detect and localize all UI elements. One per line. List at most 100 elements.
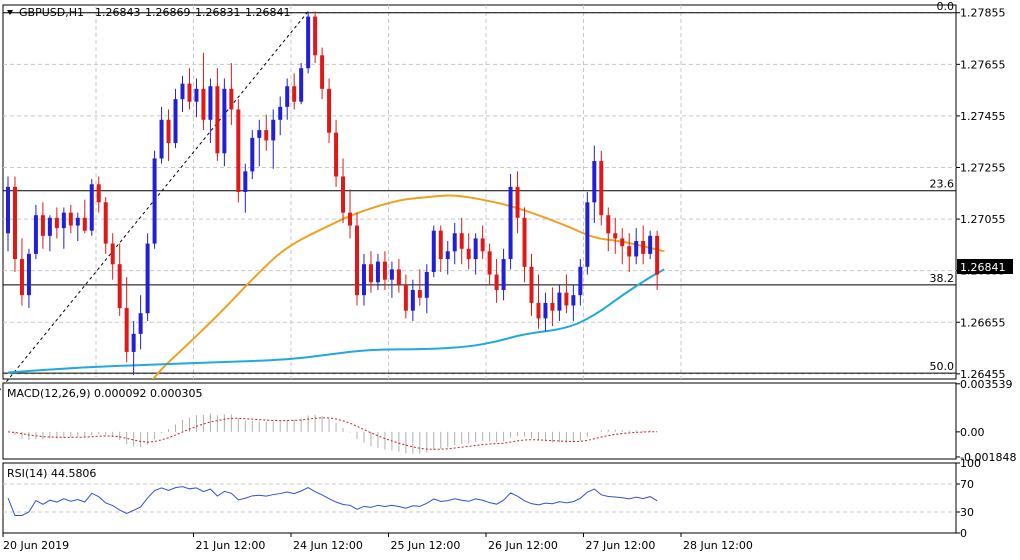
candle-body	[494, 274, 499, 291]
candle-body	[459, 233, 464, 249]
rsi-tick-label: 70	[960, 478, 974, 491]
candle-body	[431, 230, 436, 272]
candle-body	[634, 241, 639, 257]
candle-body	[550, 302, 555, 311]
time-tick-label: 21 Jun 12:00	[196, 539, 266, 552]
candle-body	[145, 243, 150, 314]
macd-tick-label: 0.00	[960, 426, 985, 439]
price-tick-label: 1.26455	[960, 368, 1006, 381]
candle-body	[299, 68, 304, 102]
price-tick-label: 1.27655	[960, 58, 1006, 71]
time-tick-label: 25 Jun 12:00	[391, 539, 461, 552]
candle-body	[348, 212, 353, 226]
moving-averages	[7, 194, 665, 379]
candle-body	[19, 259, 24, 296]
candle-body	[355, 225, 359, 296]
candle-body	[648, 235, 653, 254]
fib-level-label: 50.0	[930, 360, 955, 373]
candle-body	[501, 259, 506, 291]
main-price-pane[interactable]: 0.0 23.6 38.2 50.0 GBPUSD,H1 1.26843 1.2686…	[0, 0, 957, 465]
candle-body	[285, 86, 290, 107]
candle-body	[529, 266, 534, 303]
candle-body	[641, 241, 646, 254]
rsi-label: RSI(14) 44.5806	[7, 467, 96, 480]
candle-body	[33, 215, 38, 254]
macd-pane-frame	[2, 382, 957, 460]
symbol-label: GBPUSD,H1	[19, 6, 84, 19]
candle-body	[208, 86, 213, 120]
chart-header: GBPUSD,H1 1.26843 1.26869 1.26831 1.2684…	[7, 6, 291, 19]
price-tick-label: 1.26655	[960, 316, 1006, 329]
time-tick-label: 27 Jun 12:00	[586, 539, 656, 552]
candle-body	[655, 235, 660, 275]
candle-body	[278, 106, 283, 120]
candle-body	[592, 161, 597, 203]
candle-body	[480, 238, 485, 252]
macd-histogram	[14, 413, 658, 454]
candle-body	[222, 88, 227, 154]
candle-body	[124, 308, 129, 352]
candle-body	[173, 99, 178, 143]
candle-body	[117, 264, 122, 309]
rsi-pane[interactable]: RSI(14) 44.5806	[2, 462, 957, 534]
candle-body	[368, 264, 373, 283]
candle-body	[410, 290, 415, 311]
candle-body	[159, 119, 164, 159]
price-axis[interactable]: 1.27855 1.27655 1.27455 1.27255 1.27055 1.268…	[956, 7, 1006, 381]
macd-tick-label: -0.001848	[960, 451, 1016, 464]
ohlc-high: 1.26869	[145, 6, 191, 19]
candle-body	[396, 269, 401, 285]
candle-body	[194, 88, 199, 102]
candle-body	[627, 246, 632, 257]
price-tick-label: 1.27855	[960, 7, 1006, 20]
candle-body	[131, 333, 136, 352]
candle-body	[243, 171, 248, 192]
candle-body	[187, 83, 192, 102]
price-tick-label: 1.27055	[960, 213, 1006, 226]
candle-body	[215, 86, 220, 154]
candle-body	[138, 313, 143, 334]
candle-body	[389, 269, 394, 280]
moving-average-sma	[7, 268, 665, 374]
candle-body	[82, 217, 87, 231]
candle-body	[152, 158, 157, 244]
candle-body	[61, 212, 66, 229]
candle-body	[424, 271, 429, 298]
candle-body	[452, 233, 457, 252]
candle-body	[613, 233, 618, 239]
candle-body	[361, 264, 366, 296]
candle-body	[578, 266, 583, 296]
candle-body	[466, 248, 471, 260]
candle-body	[264, 130, 269, 141]
time-tick-label: 26 Jun 12:00	[488, 539, 558, 552]
candle-body	[606, 215, 611, 234]
candle-body	[564, 292, 569, 306]
candle-body	[487, 251, 492, 275]
dropdown-triangle-icon[interactable]	[7, 10, 13, 15]
candle-body	[382, 261, 387, 280]
candle-body	[620, 238, 625, 247]
candle-body	[515, 186, 520, 218]
candle-body	[110, 243, 115, 265]
rsi-line	[7, 486, 658, 516]
main-pane-frame	[2, 4, 957, 380]
candle-body	[585, 202, 590, 267]
candle-body	[229, 88, 234, 110]
macd-tick-label: 0.003539	[960, 378, 1013, 391]
candle-body	[375, 261, 380, 283]
ohlc-close: 1.26841	[245, 6, 291, 19]
trendline	[0, 11, 309, 391]
candle-body	[68, 212, 73, 226]
candle-body	[12, 186, 17, 260]
candle-body	[438, 230, 443, 260]
rsi-axis: 100 70 30 0	[956, 457, 981, 540]
moving-average-ema	[151, 194, 665, 379]
candle-body	[292, 86, 297, 102]
candle-body	[54, 217, 59, 229]
ohlc-low: 1.26831	[195, 6, 241, 19]
macd-pane[interactable]: MACD(12,26,9) 0.000092 0.000305	[2, 382, 957, 460]
current-price-box	[957, 259, 1013, 274]
candle-body	[327, 88, 332, 133]
macd-axis: 0.003539 0.00 -0.001848	[956, 378, 1016, 464]
